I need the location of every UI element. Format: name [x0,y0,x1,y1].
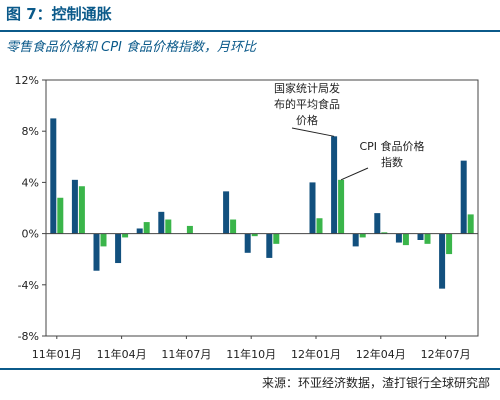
y-tick-label: 12% [15,74,39,87]
bar-series2-7 [186,225,193,234]
bar-series2-13 [316,218,323,234]
y-tick-label: -4% [18,279,39,292]
bar-series2-15 [359,233,366,238]
x-tick-label: 11年07月 [161,347,211,361]
bar-series2-18 [424,233,431,244]
title-rule [0,30,500,32]
bar-series1-14 [331,136,338,234]
bar-series2-5 [143,222,150,234]
y-tick-label: 8% [22,125,39,138]
figure-title: 图 7：控制通胀 [6,5,112,23]
x-tick-label: 11年04月 [97,347,147,361]
bar-series2-14 [338,179,345,234]
plot-frame [45,79,479,337]
bar-series2-9 [230,219,237,234]
bar-series1-15 [352,233,359,247]
x-tick-label: 12年04月 [356,347,406,361]
bar-series1-6 [158,211,165,234]
source-rule [0,368,500,370]
bar-series1-19 [439,233,446,289]
bar-series2-11 [273,233,280,244]
y-tick-label: 4% [22,176,39,189]
annotation-1-leader [291,127,335,137]
x-tick-label: 11年01月 [32,347,82,361]
bar-series1-16 [374,213,381,234]
bar-series2-4 [122,233,129,238]
source-note: 来源：环亚经济数据，渣打银行全球研究部 [261,376,490,390]
figure-subtitle: 零售食品价格和 CPI 食品价格指数，月环比 [6,40,257,55]
bar-series1-18 [417,233,424,240]
y-tick-label: 0% [22,228,39,241]
x-tick-label: 12年01月 [291,347,341,361]
bar-series2-10 [251,233,258,237]
bar-series2-19 [446,233,453,255]
bar-series2-16 [381,232,388,234]
annotation-1-line-2: 布的平均食品 [274,97,340,111]
annotation-1-line-1: 国家统计局发 [274,81,340,95]
x-tick-label: 11年10月 [226,347,276,361]
bar-series1-13 [309,182,316,234]
annotation-2-leader [340,167,369,181]
bar-series1-4 [115,233,122,264]
bar-series2-20 [467,214,474,234]
bars-group [50,118,474,289]
annotation-1-line-3: 价格 [296,113,318,127]
x-tick-label: 12年07月 [421,347,471,361]
bar-series1-1 [50,118,57,234]
bar-series1-5 [136,228,143,234]
bar-series1-17 [395,233,402,243]
bar-series2-3 [100,233,107,247]
bar-series1-11 [266,233,273,258]
bar-series1-9 [223,191,230,234]
bar-series2-6 [165,219,172,234]
bar-series2-2 [78,186,85,234]
bar-series1-3 [93,233,100,271]
bar-series1-20 [460,160,467,234]
bar-series1-10 [244,233,251,253]
bar-series2-1 [57,197,64,234]
bar-series1-2 [71,179,78,234]
axes-group: -8% -4% 0% 4% 8% 12% 11年01月 11年04月 11年07月 11年10月 1… [15,74,479,361]
annotation-2-line-1: CPI 食品价格 [359,139,424,153]
y-tick-label: -8% [18,330,39,343]
annotation-2-line-2: 指数 [381,155,403,169]
bar-series2-17 [402,233,409,246]
